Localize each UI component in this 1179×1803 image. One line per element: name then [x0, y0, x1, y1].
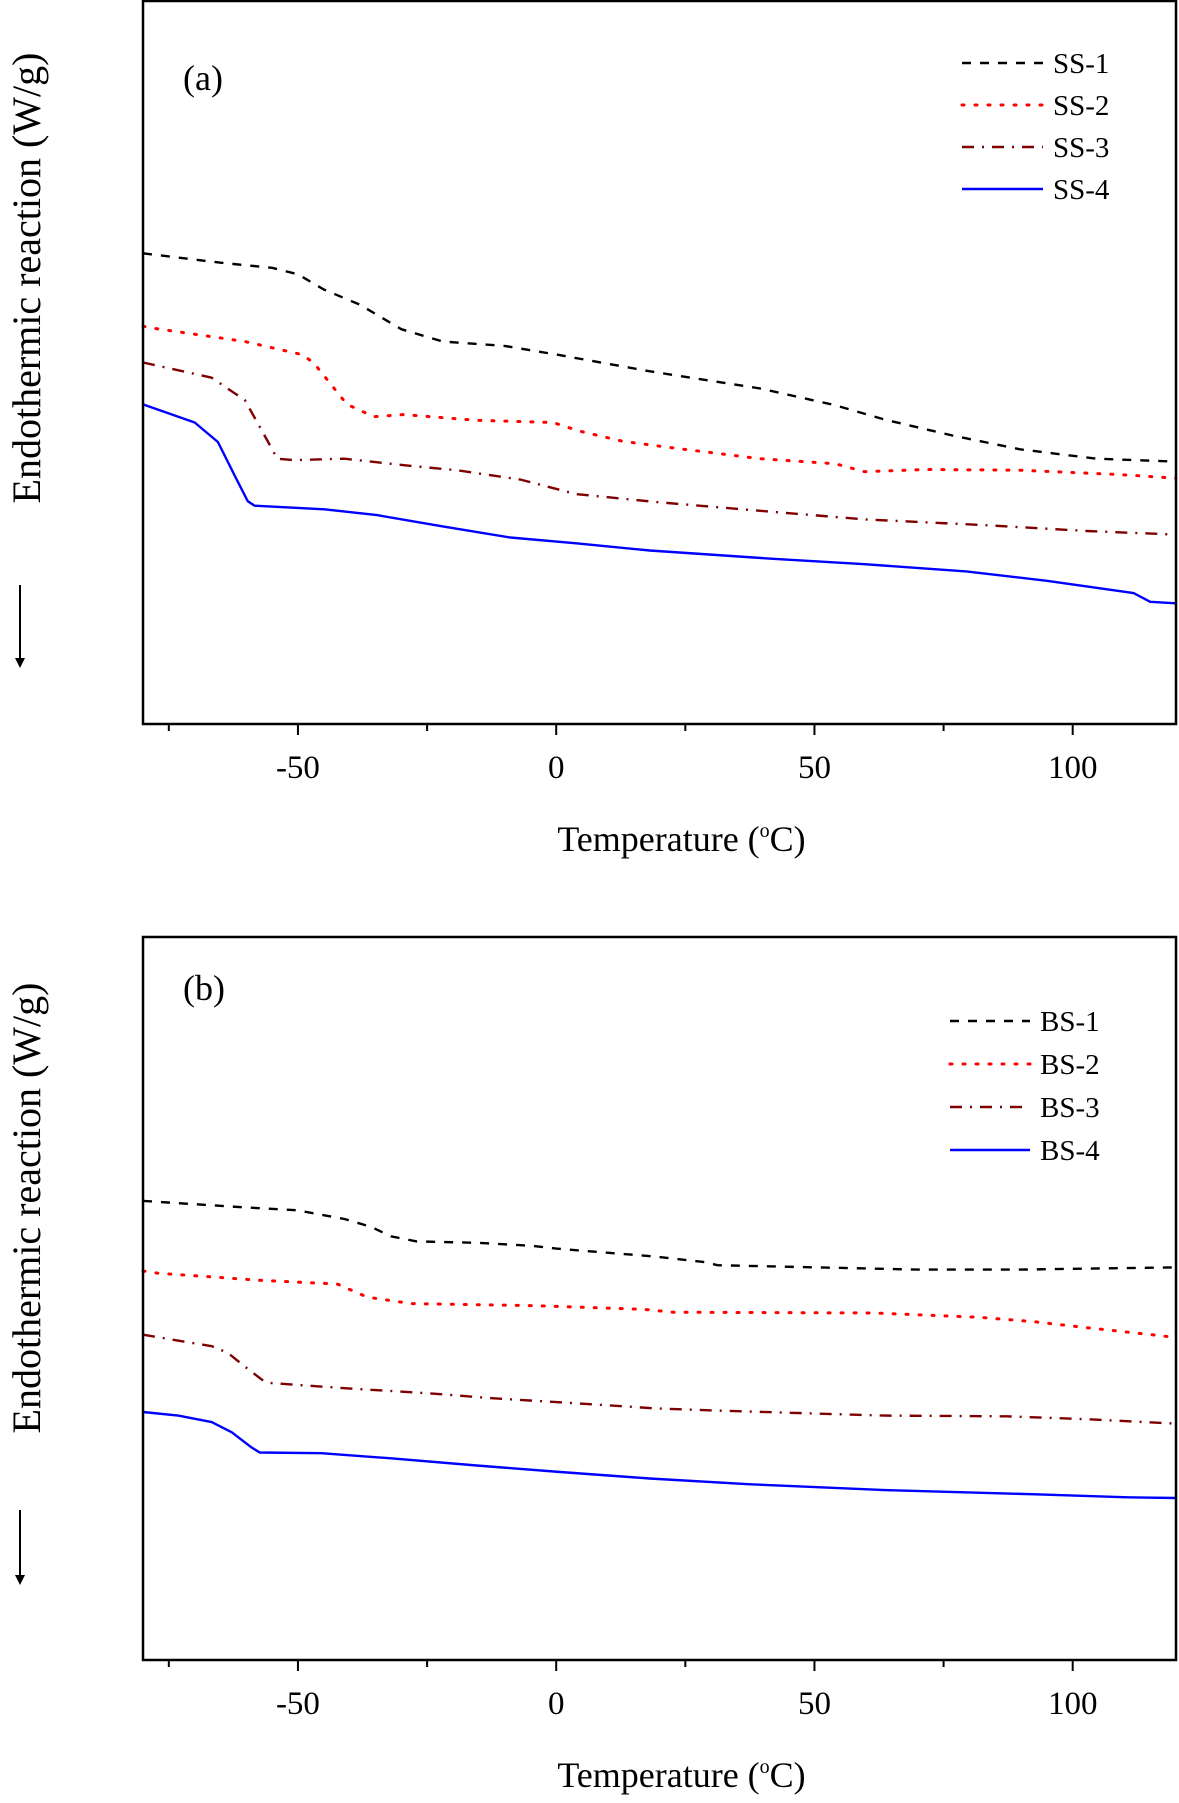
endotherm-arrow-down-icon	[15, 1575, 25, 1585]
x-tick-label: -50	[276, 750, 320, 786]
legend-label-bs-1: BS-1	[1040, 1006, 1100, 1038]
plot-frame	[141, 0, 1178, 726]
legend-label-ss-3: SS-3	[1053, 132, 1109, 164]
x-tick-label: 100	[1048, 750, 1098, 786]
y-axis-title: Endothermic reaction (W/g)	[4, 983, 49, 1434]
legend: SS-1 SS-2 SS-3 SS-4	[960, 48, 1110, 206]
x-axis-title: Temperature (oC)	[557, 1755, 805, 1795]
series-line-bs-1	[142, 1199, 1177, 1271]
x-tick-label: -50	[276, 1686, 320, 1722]
panel-label: (a)	[183, 58, 223, 98]
x-tick-label: 100	[1048, 1686, 1098, 1722]
x-tick-label: 0	[548, 1686, 565, 1722]
y-axis-title: Endothermic reaction (W/g)	[4, 53, 49, 504]
series-line-ss-1	[142, 252, 1177, 463]
series-line-ss-2	[141, 324, 1178, 480]
legend: BS-1 BS-2 BS-3 BS-4	[948, 1006, 1100, 1167]
series-line-ss-4	[142, 403, 1177, 605]
x-axis-title-degree: o	[760, 1756, 770, 1778]
x-axis-title-main: Temperature (	[557, 1755, 759, 1795]
x-axis-title-degree: o	[760, 820, 770, 842]
x-tick-label: 50	[798, 750, 831, 786]
x-axis-title-unit: C)	[770, 819, 806, 859]
panel-a: -50 0 50 100 Temperature (oC) Endothermic rea…	[4, 0, 1178, 859]
legend-label-bs-3: BS-3	[1040, 1092, 1100, 1124]
x-tick-label: 50	[798, 1686, 831, 1722]
panel-label: (b)	[183, 968, 225, 1008]
legend-label-bs-4: BS-4	[1040, 1135, 1100, 1167]
legend-label-ss-4: SS-4	[1053, 174, 1110, 206]
panel-b: -50 0 50 100 Temperature (oC) Endothermic rea…	[4, 935, 1178, 1795]
x-axis-title-main: Temperature (	[557, 819, 759, 859]
series-line-bs-2	[141, 1269, 1178, 1339]
legend-label-ss-2: SS-2	[1053, 90, 1109, 122]
plot-frame	[141, 935, 1178, 1662]
x-axis-title-unit: C)	[770, 1755, 806, 1795]
legend-label-ss-1: SS-1	[1053, 48, 1109, 80]
legend-label-bs-2: BS-2	[1040, 1049, 1100, 1081]
series-line-bs-4	[142, 1410, 1177, 1500]
x-tick-label: 0	[548, 750, 565, 786]
endotherm-arrow-down-icon	[15, 658, 25, 668]
x-axis-title: Temperature (oC)	[557, 819, 805, 859]
series-line-bs-3	[142, 1333, 1177, 1425]
